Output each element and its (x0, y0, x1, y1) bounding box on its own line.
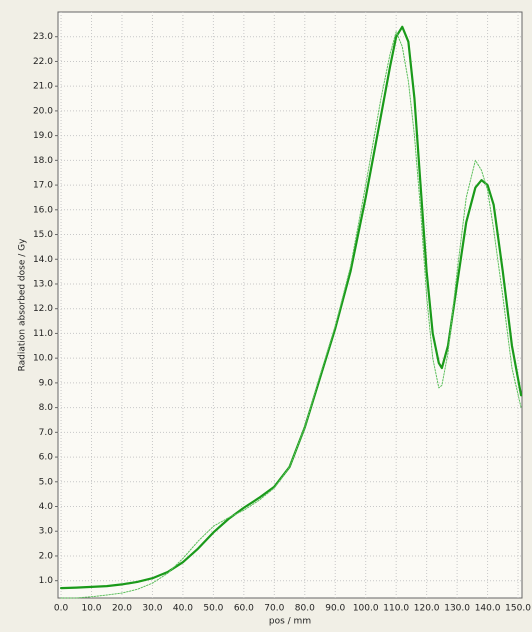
y-tick-label: 10.0 (33, 354, 53, 364)
y-tick-label: 13.0 (33, 279, 53, 289)
x-tick-label: 0.0 (54, 604, 69, 614)
y-tick-label: 16.0 (33, 205, 53, 215)
x-tick-label: 10.0 (81, 604, 101, 614)
y-tick-label: 19.0 (33, 131, 53, 141)
y-tick-label: 6.0 (39, 453, 54, 463)
series-line (60, 31, 522, 599)
x-tick-label: 20.0 (112, 604, 132, 614)
y-tick-label: 22.0 (33, 57, 53, 67)
x-tick-label: 130.0 (444, 604, 470, 614)
x-tick-label: 110.0 (383, 604, 409, 614)
y-tick-label: 21.0 (33, 82, 53, 92)
y-tick-label: 18.0 (33, 156, 53, 166)
y-tick-label: 20.0 (33, 106, 53, 116)
y-tick-label: 7.0 (39, 428, 54, 438)
x-tick-label: 60.0 (234, 604, 254, 614)
y-tick-label: 1.0 (39, 576, 54, 586)
y-tick-label: 12.0 (33, 304, 53, 314)
x-tick-label: 80.0 (295, 604, 315, 614)
y-tick-label: 11.0 (33, 329, 53, 339)
y-tick-label: 8.0 (39, 403, 54, 413)
y-tick-label: 9.0 (39, 378, 54, 388)
x-axis-label: pos / mm (269, 617, 311, 627)
y-tick-label: 17.0 (33, 181, 53, 191)
x-tick-label: 50.0 (203, 604, 223, 614)
x-tick-label: 120.0 (414, 604, 440, 614)
plot-area (57, 11, 523, 599)
series-line (59, 25, 523, 590)
y-axis-label: Radiation absorbed dose / Gy (18, 238, 28, 372)
x-tick-label: 70.0 (264, 604, 284, 614)
x-tick-label: 150.0 (505, 604, 531, 614)
y-tick-label: 2.0 (39, 551, 54, 561)
x-tick-label: 140.0 (475, 604, 501, 614)
y-tick-label: 15.0 (33, 230, 53, 240)
x-tick-label: 100.0 (353, 604, 379, 614)
x-tick-label: 40.0 (173, 604, 193, 614)
y-tick-label: 3.0 (39, 527, 54, 537)
x-tick-label: 30.0 (142, 604, 162, 614)
y-tick-label: 14.0 (33, 255, 53, 265)
y-tick-label: 5.0 (39, 477, 54, 487)
x-tick-label: 90.0 (325, 604, 345, 614)
y-tick-label: 23.0 (33, 32, 53, 42)
y-tick-label: 4.0 (39, 502, 54, 512)
